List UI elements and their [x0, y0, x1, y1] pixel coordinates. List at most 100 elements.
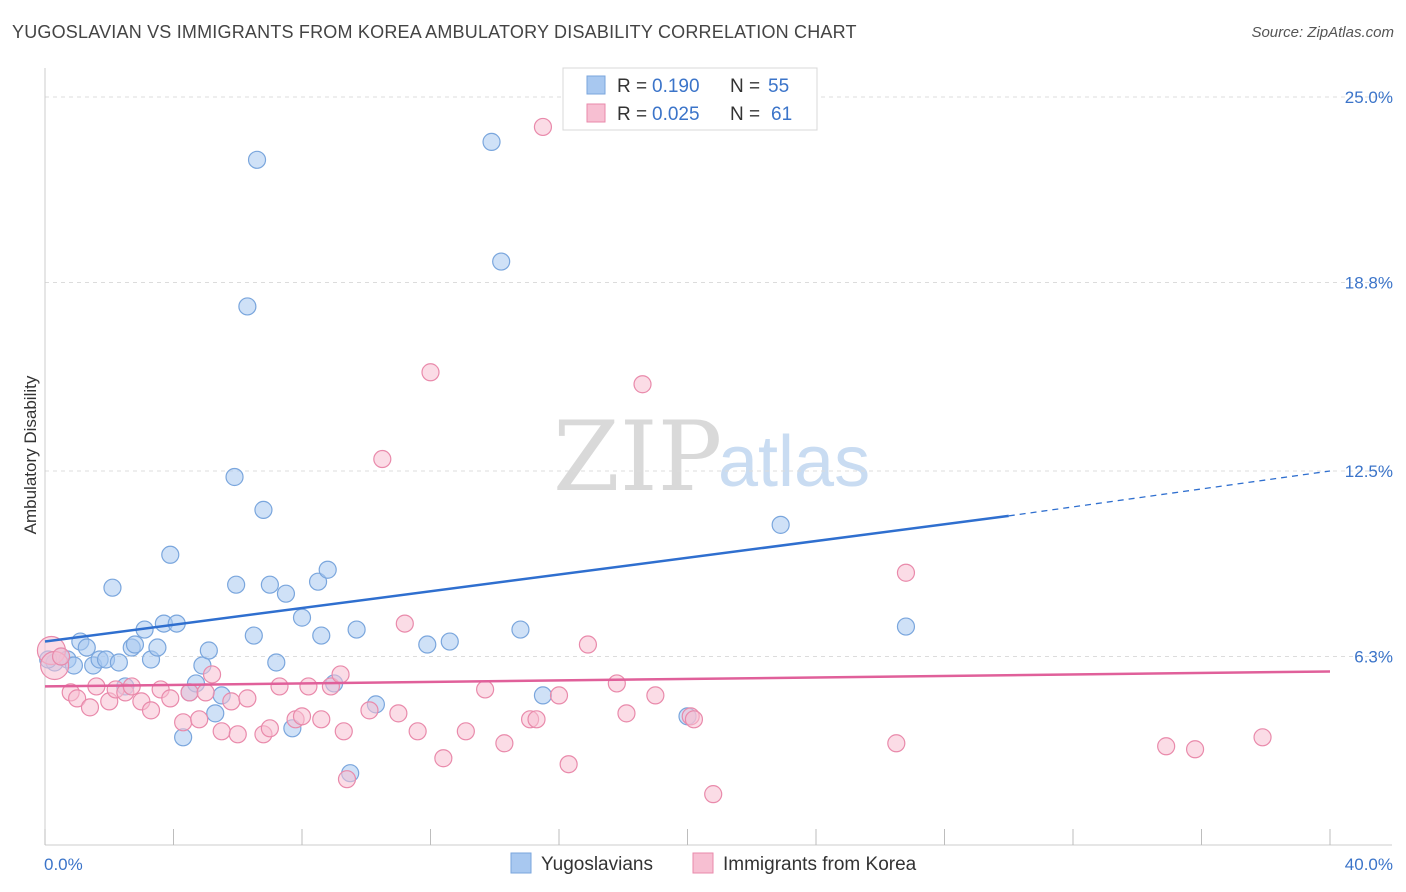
- trendlines: [44, 470, 1331, 688]
- legend-n-value-1: 55: [768, 76, 789, 97]
- data-point: [196, 683, 215, 702]
- data-point: [549, 686, 569, 705]
- data-point: [308, 572, 328, 591]
- data-point: [559, 755, 578, 774]
- data-point: [633, 375, 652, 394]
- watermark-atlas: atlas: [718, 422, 870, 502]
- data-point: [247, 150, 267, 169]
- data-point: [103, 578, 122, 597]
- data-point: [495, 734, 514, 753]
- data-point: [896, 617, 916, 636]
- x-tick-label: 40.0%: [1345, 855, 1393, 874]
- data-point: [421, 363, 440, 382]
- data-point: [77, 638, 96, 657]
- legend-r-value-1: 0.190: [652, 76, 700, 97]
- legend-r-label-2: R =: [617, 104, 647, 125]
- data-point: [418, 635, 437, 654]
- gridlines: [45, 96, 1390, 658]
- x-tick-label: 0.0%: [44, 855, 83, 874]
- data-point: [704, 785, 723, 804]
- data-point: [318, 560, 337, 579]
- data-point: [227, 575, 246, 594]
- data-point: [492, 252, 511, 271]
- y-tick-labels: 6.3% 12.5% 18.8% 25.0%: [1345, 88, 1393, 667]
- data-point: [299, 677, 318, 696]
- trendline-korea: [44, 670, 1331, 688]
- data-point: [292, 608, 312, 627]
- y-tick-label: 25.0%: [1345, 88, 1393, 107]
- data-point: [578, 635, 598, 654]
- data-point: [244, 626, 263, 645]
- data-point: [238, 297, 257, 316]
- legend-n-label-2: N =: [730, 104, 760, 125]
- data-point: [51, 647, 71, 666]
- data-point: [1157, 737, 1176, 756]
- chart-source: Source: ZipAtlas.com: [1251, 24, 1394, 41]
- data-point: [161, 689, 180, 708]
- data-point: [276, 584, 296, 603]
- data-point: [395, 614, 414, 633]
- series-legend: Yugoslavians Immigrants from Korea: [510, 852, 917, 875]
- data-point: [456, 722, 475, 741]
- x-tick-labels: 0.0% 40.0%: [44, 855, 1393, 874]
- series-legend-label-korea: Immigrants from Korea: [723, 854, 917, 875]
- data-point: [190, 710, 209, 729]
- data-point: [148, 638, 167, 657]
- data-point: [212, 722, 231, 741]
- data-point: [646, 686, 665, 705]
- data-point: [109, 653, 128, 672]
- series-legend-label-yugoslavians: Yugoslavians: [541, 854, 653, 875]
- data-point: [896, 563, 916, 582]
- stats-legend: R = 0.190 N = 55 R = 0.025 N = 61: [562, 67, 818, 131]
- data-point: [228, 725, 247, 744]
- data-point: [260, 719, 279, 738]
- data-point: [511, 620, 530, 639]
- data-point: [222, 692, 241, 711]
- data-point: [607, 674, 626, 693]
- y-tick-label: 6.3%: [1354, 648, 1393, 667]
- y-tick-label: 18.8%: [1345, 274, 1393, 293]
- legend-n-value-2: 61: [771, 104, 792, 125]
- data-point: [617, 704, 636, 723]
- data-point: [533, 117, 553, 137]
- data-point: [389, 704, 408, 723]
- series-legend-swatch-korea: [692, 852, 714, 874]
- data-point: [334, 722, 353, 741]
- data-point: [161, 545, 180, 564]
- legend-r-label-1: R =: [617, 76, 647, 97]
- legend-swatch-yugoslavians: [586, 75, 606, 95]
- data-point: [533, 686, 553, 705]
- data-point: [1253, 728, 1272, 747]
- data-point: [202, 665, 222, 684]
- data-point: [312, 710, 331, 729]
- data-point: [254, 500, 273, 519]
- series-legend-swatch-yugoslavians: [510, 852, 532, 874]
- data-point: [771, 515, 790, 534]
- data-point: [260, 575, 279, 594]
- data-point: [312, 626, 331, 645]
- data-point: [141, 701, 161, 720]
- data-point: [347, 620, 366, 639]
- data-point: [267, 653, 286, 672]
- y-axis-label: Ambulatory Disability: [21, 375, 40, 534]
- data-point: [360, 701, 379, 720]
- axes: [44, 68, 1392, 846]
- watermark: ZIP atlas: [553, 401, 870, 513]
- legend-n-label-1: N =: [730, 76, 760, 97]
- data-point: [527, 710, 546, 729]
- series-points: [36, 117, 1272, 804]
- data-point: [292, 707, 312, 726]
- data-point: [199, 641, 218, 660]
- data-point: [174, 713, 193, 732]
- data-point: [125, 635, 145, 654]
- data-point: [476, 680, 495, 699]
- data-point: [206, 704, 225, 723]
- data-point: [180, 683, 199, 702]
- y-tick-label: 12.5%: [1345, 462, 1393, 481]
- data-point: [337, 770, 357, 789]
- data-point: [1185, 740, 1205, 759]
- data-point: [373, 449, 392, 469]
- data-point: [440, 632, 459, 651]
- data-point: [434, 749, 453, 768]
